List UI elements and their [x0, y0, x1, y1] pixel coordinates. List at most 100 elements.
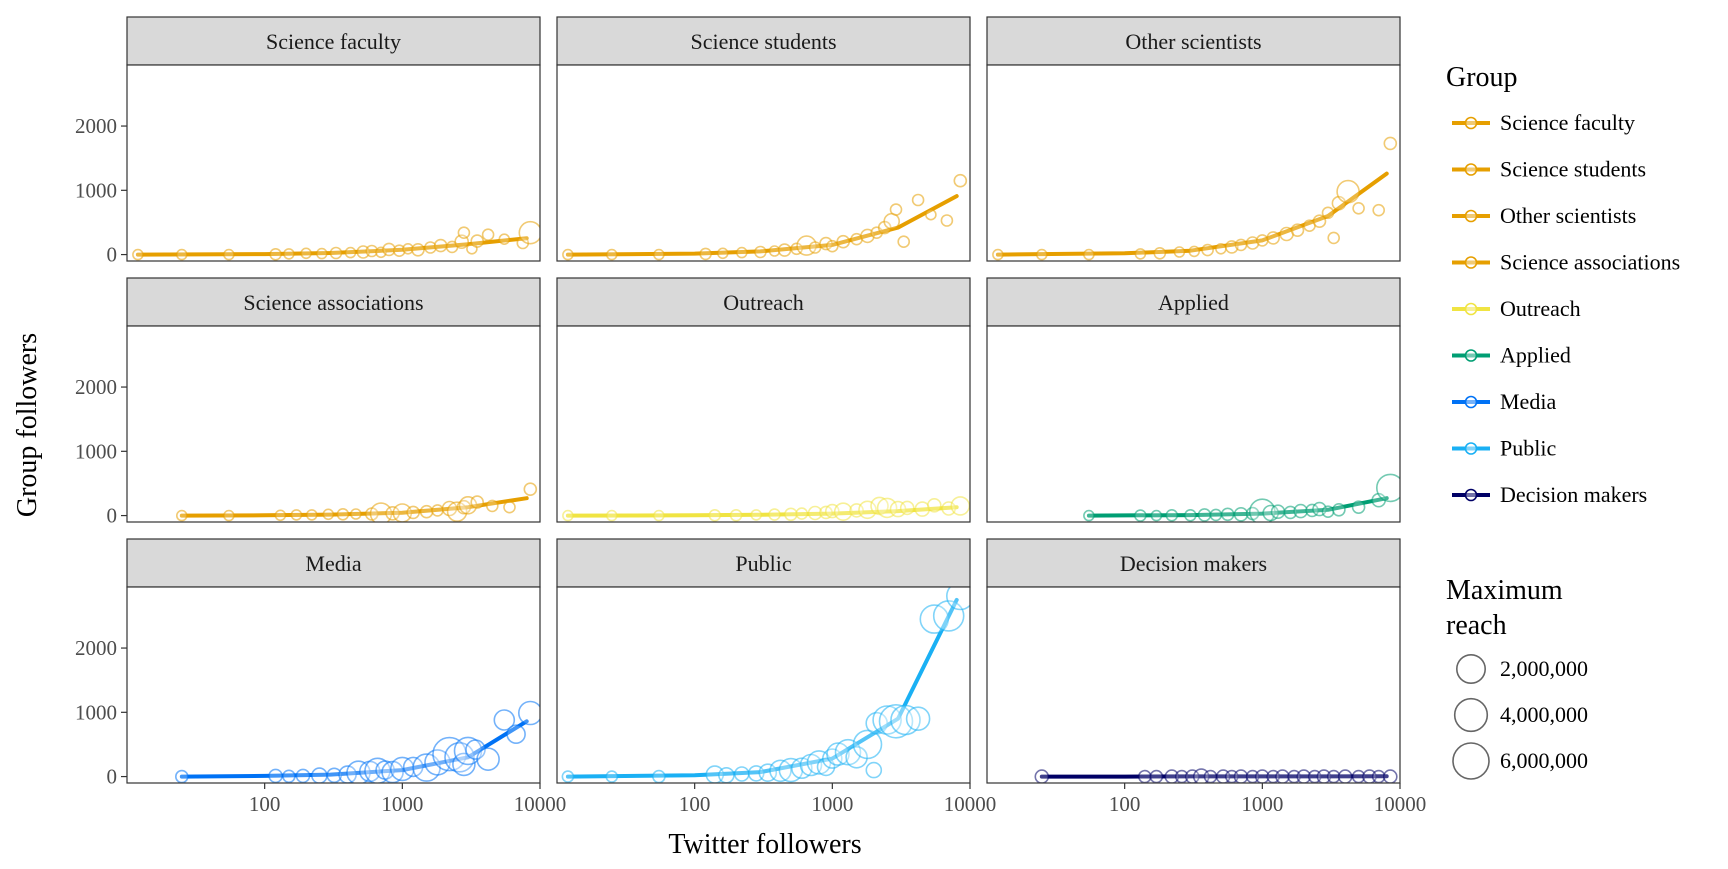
legend-item: Other scientists	[1452, 203, 1636, 228]
data-point	[477, 748, 499, 770]
data-point	[176, 771, 188, 783]
data-point	[866, 763, 881, 778]
facet-strip-label: Science faculty	[266, 29, 401, 54]
panel-background	[987, 65, 1400, 261]
data-point	[504, 502, 515, 513]
data-point	[1084, 250, 1094, 260]
data-point	[951, 497, 969, 515]
data-point	[785, 508, 797, 520]
data-point	[224, 511, 234, 521]
legend-key-point	[1466, 118, 1477, 129]
data-point	[907, 707, 930, 730]
data-point	[1139, 771, 1151, 783]
facet-strip-label: Applied	[1158, 290, 1229, 315]
data-point	[275, 510, 285, 520]
data-point	[331, 248, 342, 259]
data-point	[224, 250, 234, 260]
data-point	[884, 214, 899, 229]
data-point	[284, 249, 294, 259]
data-point	[1154, 248, 1165, 259]
legend-size-circle	[1457, 655, 1485, 683]
data-point	[1353, 501, 1365, 513]
data-point	[654, 511, 664, 521]
data-point	[607, 511, 617, 521]
data-point	[487, 500, 498, 511]
data-point	[177, 511, 187, 521]
y-tick-label: 0	[107, 243, 118, 267]
legend-size-title-line-1: Maximum	[1446, 575, 1563, 606]
data-point	[926, 210, 936, 220]
x-tick-label: 100	[249, 792, 281, 816]
data-point	[1373, 771, 1385, 783]
data-point	[458, 227, 469, 238]
data-point	[1222, 508, 1234, 520]
facet-panel: Science students	[557, 17, 970, 261]
legend-item: Media	[1452, 389, 1556, 414]
data-point	[827, 241, 838, 252]
x-tick-label: 1000	[811, 792, 853, 816]
data-point	[719, 768, 734, 783]
data-point	[323, 509, 333, 519]
data-point	[269, 769, 282, 782]
data-point	[562, 771, 573, 782]
data-point	[653, 771, 665, 783]
data-point	[499, 234, 509, 244]
panel-background	[127, 326, 540, 522]
data-point	[432, 505, 443, 516]
data-point	[1135, 249, 1145, 259]
x-axis-title: Twitter followers	[668, 829, 861, 860]
data-point	[1150, 771, 1162, 783]
data-point	[1328, 771, 1340, 783]
legend-item: Outreach	[1452, 296, 1581, 321]
data-point	[1199, 509, 1211, 521]
y-tick-label: 2000	[75, 375, 117, 399]
data-point	[1276, 770, 1289, 783]
data-point	[483, 229, 494, 240]
data-point	[810, 242, 821, 253]
y-tick-label: 2000	[75, 636, 117, 660]
data-point	[177, 250, 187, 260]
data-point	[1337, 181, 1359, 203]
data-point	[1210, 509, 1221, 520]
legend-label: Applied	[1500, 343, 1571, 368]
legend-item: Science associations	[1452, 250, 1680, 275]
legend-key-point	[1466, 397, 1477, 408]
data-point	[307, 510, 317, 520]
data-point	[301, 248, 311, 258]
data-point	[1384, 770, 1397, 783]
data-point	[913, 195, 924, 206]
data-point	[407, 506, 419, 518]
data-point	[1235, 770, 1248, 783]
legend-item: Applied	[1452, 343, 1571, 368]
data-point	[337, 509, 348, 520]
data-point	[654, 250, 664, 260]
legend-key-point	[1466, 350, 1477, 361]
x-tick-label: 1000	[1241, 792, 1283, 816]
legend-label: Decision makers	[1500, 482, 1647, 507]
data-point	[1272, 505, 1285, 518]
data-point	[1328, 232, 1339, 243]
legend-key-point	[1466, 304, 1477, 315]
legend-label: Other scientists	[1500, 203, 1636, 228]
data-point	[606, 771, 617, 782]
data-point	[291, 510, 301, 520]
data-point	[133, 250, 143, 260]
y-axis-title: Group followers	[12, 333, 43, 517]
facet-strip-label: Public	[735, 551, 791, 576]
data-point	[297, 769, 310, 782]
data-point	[735, 767, 749, 781]
facet-strip-label: Media	[305, 551, 361, 576]
data-point	[1323, 506, 1334, 517]
data-point	[1151, 511, 1161, 521]
data-point	[519, 702, 542, 725]
data-point	[1185, 510, 1196, 521]
legend-size-label: 2,000,000	[1500, 656, 1588, 681]
legend-key-point	[1466, 164, 1477, 175]
legend-size-item: 2,000,000	[1457, 655, 1588, 683]
data-point	[796, 508, 807, 519]
legend-size-item: 4,000,000	[1455, 699, 1588, 732]
